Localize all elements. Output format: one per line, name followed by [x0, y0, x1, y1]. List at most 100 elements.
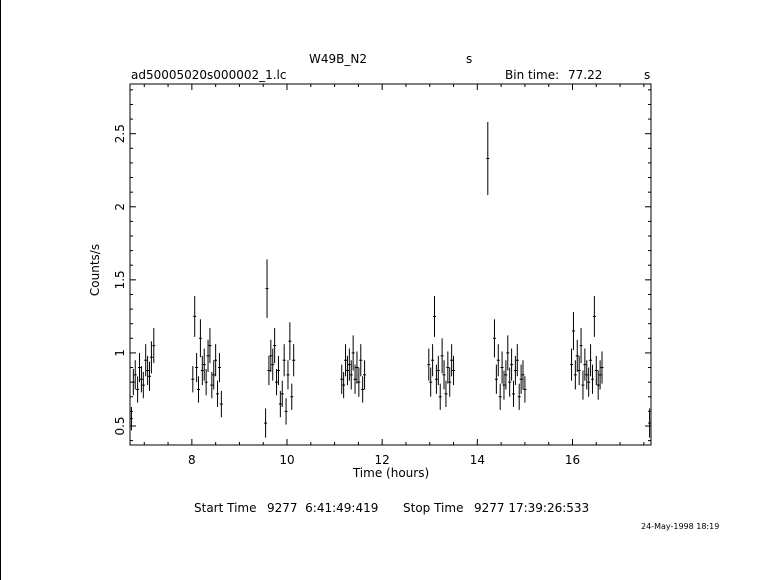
data-point [347, 348, 351, 381]
data-point [288, 322, 292, 361]
start-time-value: 9277 6:41:49:419 [267, 501, 379, 515]
data-point [292, 344, 296, 377]
data-point [146, 355, 150, 386]
data-point [592, 295, 596, 337]
bin-time-label: Bin time: [505, 68, 560, 82]
data-point [450, 344, 454, 377]
data-point [280, 380, 284, 407]
data-point [149, 341, 153, 374]
data-point [191, 366, 195, 393]
object-unit: s [466, 52, 473, 66]
data-point [344, 344, 348, 377]
data-point [585, 360, 589, 390]
object-name: W49B_N2 [309, 52, 367, 66]
data-point [359, 344, 363, 377]
data-point [506, 335, 510, 371]
data-point [598, 360, 602, 390]
data-point [434, 364, 438, 394]
data-point [212, 360, 216, 390]
data-point [431, 344, 435, 377]
data-point [351, 335, 355, 371]
data-point [429, 367, 433, 397]
data-point [515, 344, 519, 377]
data-point [275, 369, 279, 396]
data-point [345, 355, 349, 386]
data-point [193, 295, 197, 337]
data-point [508, 367, 512, 397]
data-point [427, 348, 431, 381]
data-point [206, 339, 210, 372]
data-point [504, 360, 508, 390]
data-point [278, 390, 282, 418]
data-point [148, 361, 152, 391]
bin-time-value: 77.22 [568, 68, 603, 82]
data-point [436, 355, 440, 386]
data-point [139, 366, 143, 393]
data-point [195, 352, 199, 383]
data-point [519, 364, 523, 394]
data-point [523, 376, 527, 403]
axis-ticks: 8 10 12 14 16 0.5 1 1.5 2 2.5 [113, 84, 651, 467]
data-point [282, 344, 286, 377]
data-point [517, 383, 521, 410]
data-point [264, 408, 268, 438]
plot-timestamp: 24-May-1998 18:19 [641, 522, 720, 531]
data-point [648, 408, 652, 438]
y-axis-label: Counts/s [88, 244, 102, 296]
data-point [216, 380, 220, 407]
data-point [589, 344, 593, 377]
start-time-label: Start Time [194, 501, 257, 515]
data-point [510, 348, 514, 381]
data-point [573, 360, 577, 390]
data-point [496, 344, 500, 377]
data-point [575, 339, 579, 372]
data-point [217, 352, 221, 383]
data-point [202, 348, 206, 381]
data-point [219, 390, 223, 418]
x-tick-label: 14 [470, 453, 485, 467]
data-point [583, 348, 587, 381]
data-point [492, 319, 496, 358]
data-point [286, 360, 290, 390]
data-point [363, 360, 367, 390]
data-point [198, 319, 202, 358]
data-point [129, 407, 133, 431]
data-points [129, 122, 652, 438]
data-point [200, 355, 204, 386]
data-point [433, 295, 437, 337]
data-point [498, 383, 502, 410]
data-point [494, 364, 498, 394]
data-point [486, 122, 490, 196]
data-point [342, 371, 346, 399]
x-axis-label: Time (hours) [352, 466, 429, 480]
data-point [131, 369, 135, 396]
data-point [271, 348, 275, 381]
data-point [361, 376, 365, 403]
data-point [511, 380, 515, 407]
filename: ad50005020s000002_1.lc [131, 68, 287, 82]
left-border-line [0, 0, 1, 580]
data-point [600, 351, 604, 384]
data-point [136, 376, 140, 403]
y-tick-label: 2.5 [113, 124, 127, 143]
data-point [452, 355, 456, 386]
data-point [284, 398, 288, 425]
data-point [152, 328, 156, 364]
data-point [265, 259, 269, 318]
data-point [267, 355, 271, 386]
plot-frame [129, 83, 652, 446]
data-point [269, 339, 273, 372]
data-point [590, 364, 594, 394]
data-point [349, 360, 353, 390]
data-point [197, 376, 201, 403]
x-tick-label: 10 [279, 453, 294, 467]
data-point [594, 355, 598, 386]
data-point [448, 367, 452, 397]
data-point [290, 383, 294, 410]
data-point [513, 355, 517, 386]
data-point [208, 328, 212, 364]
data-point [440, 338, 444, 374]
data-point [133, 360, 137, 390]
data-point [355, 351, 359, 384]
data-point [444, 380, 448, 407]
